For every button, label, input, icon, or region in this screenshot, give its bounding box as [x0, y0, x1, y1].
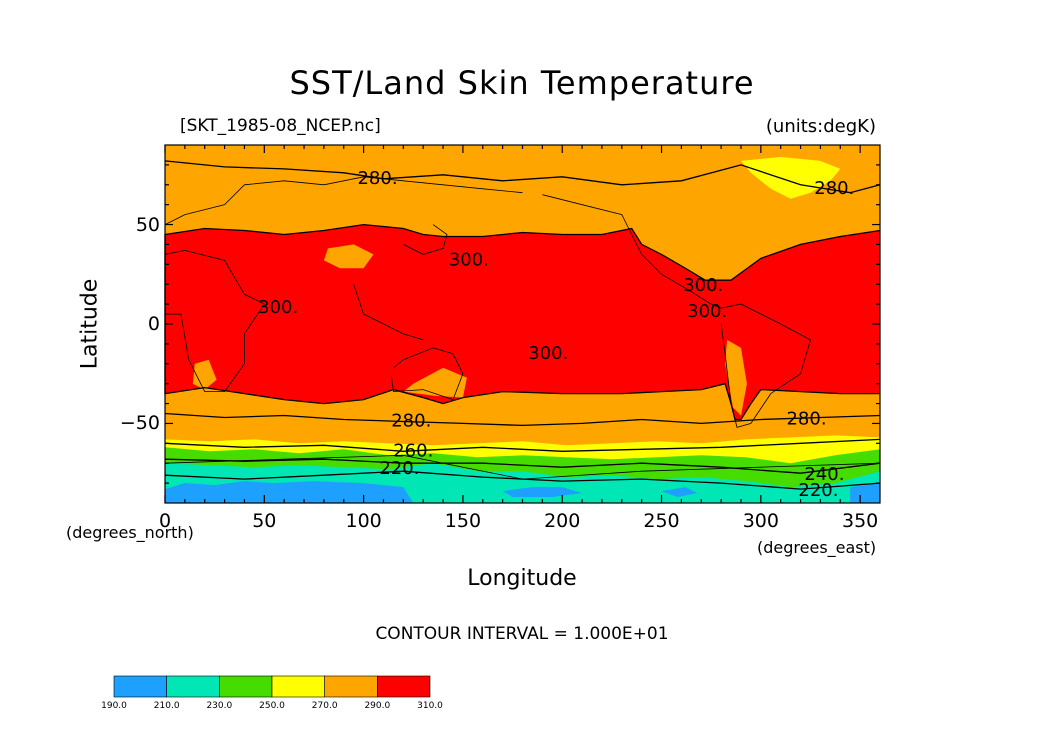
- band-190-210: [850, 483, 880, 503]
- contour-label: 260.: [393, 440, 433, 461]
- chart-title: SST/Land Skin Temperature: [289, 64, 755, 102]
- x-tick-label: 50: [252, 510, 277, 532]
- contour-240: [164, 458, 881, 474]
- contour-label: 300.: [258, 297, 298, 318]
- contour-300-south: [164, 234, 880, 421]
- x-tick-label: 150: [444, 510, 482, 532]
- band-270-290: [323, 244, 374, 269]
- contour-280-north: [164, 160, 881, 194]
- colorbar-label: 250.0: [259, 701, 285, 711]
- band-290-310: [165, 224, 880, 420]
- x-tick-label: 250: [643, 510, 680, 532]
- contour-label: 300.: [449, 249, 489, 270]
- colorbar-label: 210.0: [153, 701, 180, 711]
- contour-label: 280.: [357, 168, 397, 189]
- contour-label: 240.: [804, 464, 844, 485]
- colorbar-swatch: [377, 675, 431, 698]
- file-label: [SKT_1985-08_NCEP.nc]: [180, 116, 381, 136]
- colorbar-label: 230.0: [206, 701, 233, 711]
- y-axis-label: Latitude: [77, 278, 103, 370]
- contour-label: 300.: [528, 343, 568, 364]
- contour-label: 300.: [687, 301, 727, 322]
- colorbar-swatch: [166, 675, 220, 698]
- colorbar-swatch: [113, 675, 167, 698]
- contour-label: 300.: [683, 275, 723, 296]
- colorbar-label: 270.0: [311, 701, 338, 711]
- y-tick-label: 50: [135, 213, 160, 236]
- band-270-290: [192, 359, 217, 390]
- coast-south-america: [720, 303, 811, 428]
- contour-label: 220.: [798, 480, 838, 501]
- coast-indochina: [353, 284, 424, 341]
- x-unit-label: (degrees_east): [757, 538, 877, 557]
- colorbar-swatch: [219, 675, 273, 698]
- contour-label: 280.: [391, 410, 431, 431]
- contour-260: [164, 438, 881, 452]
- contour-300-north: [164, 223, 881, 281]
- contour-label: 220.: [379, 458, 419, 479]
- y-tick-label: −50: [119, 412, 160, 435]
- colorbar-swatch: [271, 675, 325, 698]
- coast-north-america: [542, 194, 722, 309]
- x-tick-label: 350: [841, 510, 879, 532]
- x-tick-label: 100: [345, 510, 382, 532]
- coast-antarctica: [164, 454, 881, 480]
- colorbar-label: 290.0: [364, 701, 391, 711]
- x-axis-label: Longitude: [467, 566, 577, 591]
- coast-australia: [391, 347, 464, 401]
- y-unit-label: (degrees_north): [66, 523, 194, 542]
- band-190-210: [165, 481, 414, 503]
- x-tick-label: 300: [742, 510, 779, 532]
- contour-interval-text: CONTOUR INTERVAL = 1.000E+01: [375, 624, 669, 644]
- colorbar-label: 310.0: [417, 701, 443, 711]
- band-190-210: [502, 487, 583, 497]
- y-tick-label: 0: [147, 313, 160, 335]
- band-270-290: [725, 339, 747, 416]
- contour-280-south: [164, 412, 881, 427]
- coast-east-asia: [403, 224, 448, 255]
- contour-label: 280.: [814, 178, 854, 199]
- band-250-270: [741, 156, 841, 199]
- colorbar-swatch: [324, 675, 378, 698]
- contour-label: 280.: [786, 408, 826, 429]
- coast-africa: [164, 249, 265, 393]
- x-tick-label: 200: [544, 510, 581, 532]
- band-190-210: [661, 487, 698, 497]
- units-label: (units:degK): [765, 116, 876, 137]
- x-tick-label: 0: [158, 510, 172, 532]
- coast-eurasia: [164, 176, 523, 225]
- colorbar-label: 190.0: [101, 701, 127, 711]
